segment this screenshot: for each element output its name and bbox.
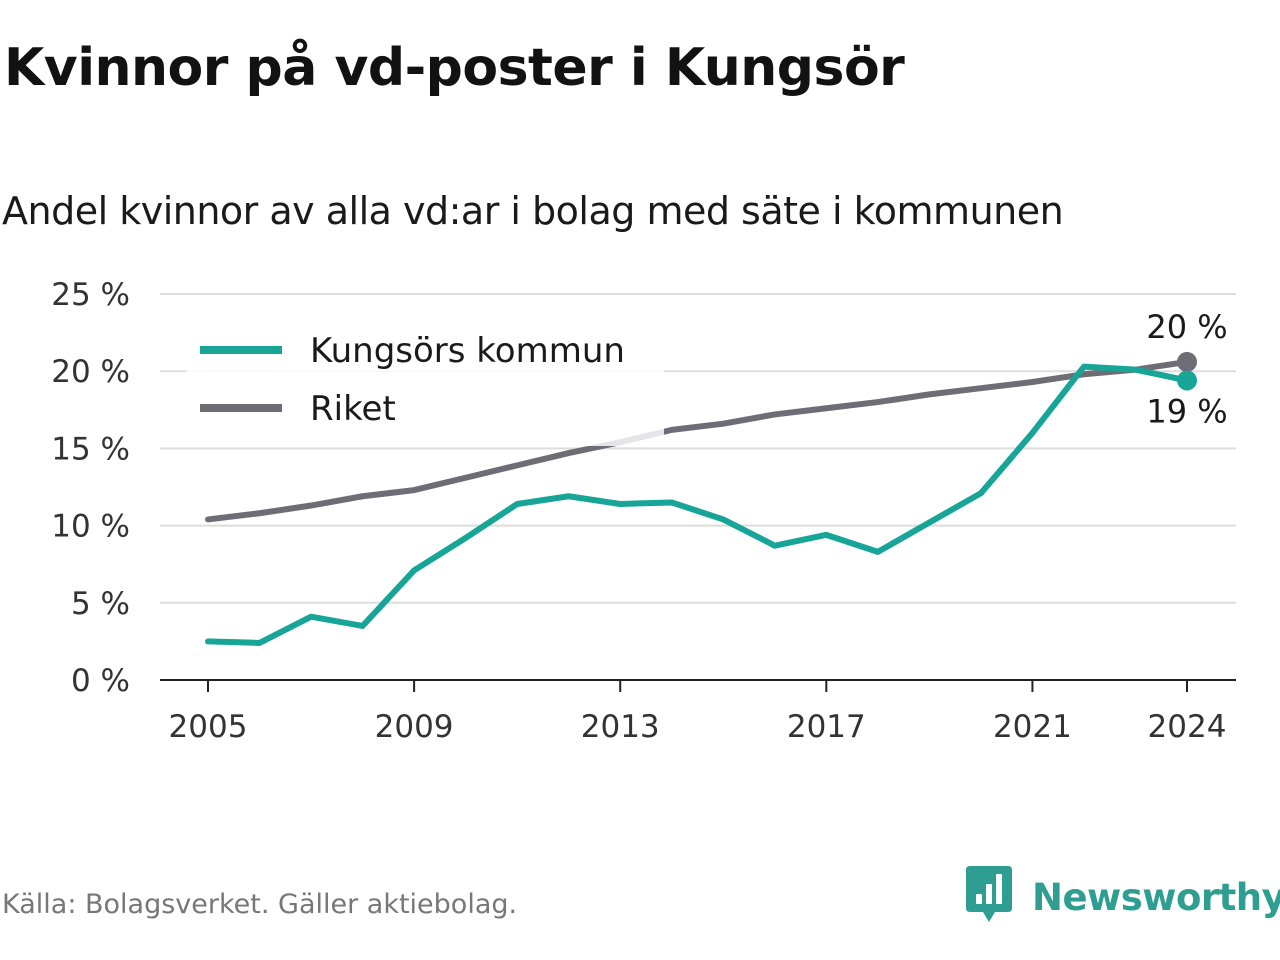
y-tick-label: 15 % (51, 431, 130, 467)
series-lines (205, 358, 1190, 646)
riket-end-marker (1177, 351, 1197, 372)
y-tick-label: 20 % (51, 354, 130, 390)
riket-line (205, 358, 1190, 523)
legend-background (186, 322, 664, 446)
axes: 0 % 5 % 10 % 15 % 20 % 25 % 2005 2009 2013 2017 20… (51, 277, 1236, 745)
legend: Kungsörs kommun Riket (186, 322, 664, 446)
kungsor-line (205, 363, 1190, 646)
newsworthy-logo-icon (964, 864, 1014, 930)
y-tick-label: 25 % (51, 277, 130, 313)
brand-logo[interactable]: Newsworthy (964, 864, 1280, 930)
legend-label: Riket (310, 389, 396, 429)
source-note: Källa: Bolagsverket. Gäller aktiebolag. (2, 889, 518, 920)
kungsor-end-label: 19 % (1146, 392, 1227, 430)
riket-end-label: 20 % (1146, 308, 1227, 346)
chart-title: Kvinnor på vd-poster i Kungsör (4, 38, 905, 98)
x-tick-label: 2013 (581, 709, 660, 745)
x-tick-label: 2021 (993, 709, 1072, 745)
chart-subtitle: Andel kvinnor av alla vd:ar i bolag med … (2, 189, 1064, 233)
y-tick-label: 10 % (51, 509, 130, 545)
end-labels: 20 % 19 % (1146, 308, 1227, 431)
kungsor-end-marker (1177, 370, 1197, 391)
legend-label: Kungsörs kommun (310, 331, 625, 371)
x-tick-label: 2024 (1148, 709, 1227, 745)
y-tick-label: 0 % (71, 663, 130, 699)
x-tick-label: 2005 (169, 709, 248, 745)
x-tick-label: 2017 (787, 709, 866, 745)
brand-name: Newsworthy (1032, 875, 1280, 919)
x-tick-label: 2009 (375, 709, 454, 745)
y-tick-label: 5 % (71, 586, 130, 622)
